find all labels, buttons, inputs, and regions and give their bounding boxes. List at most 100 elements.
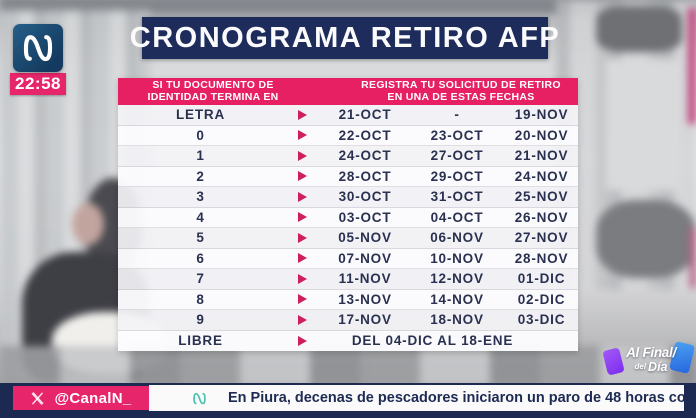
table-row: 1 24-OCT 27-OCT 21-NOV — [118, 146, 578, 167]
row-arrow-icon — [283, 171, 321, 182]
row-arrow-icon — [283, 314, 321, 325]
row-id: 5 — [196, 230, 205, 246]
header-right-column: REGISTRA TU SOLICITUD DE RETIRO EN UNA D… — [308, 78, 578, 103]
headline-bar: CRONOGRAMA RETIRO AFP — [130, 17, 559, 59]
bg-shape — [690, 228, 696, 288]
canal-n-ticker-icon — [191, 389, 208, 408]
date-cell: 22-OCT — [338, 127, 392, 143]
bg-shape — [688, 8, 696, 124]
canal-n-glyph — [23, 35, 53, 62]
row-arrow-icon — [283, 294, 321, 305]
row-id: LIBRE — [178, 333, 223, 349]
date-cell: 20-NOV — [514, 127, 569, 143]
table-row-libre: LIBRE DEL 04-DIC AL 18-ENE — [118, 330, 578, 351]
date-cell: 12-NOV — [430, 271, 484, 287]
program-bug: Al Final/ del Día — [600, 340, 696, 386]
row-id: 3 — [196, 189, 205, 205]
row-id: 4 — [196, 209, 205, 225]
table-row: 4 03-OCT 04-OCT 26-NOV — [118, 207, 578, 228]
row-arrow-icon — [283, 150, 321, 161]
date-cell: 07-NOV — [338, 250, 392, 266]
date-cell: 10-NOV — [430, 250, 484, 266]
afp-schedule-table: SI TU DOCUMENTO DE IDENTIDAD TERMINA EN … — [118, 78, 578, 351]
bg-shape — [596, 6, 682, 52]
date-cell: 05-NOV — [338, 230, 392, 246]
table-body: LETRA 21-OCT - 19-NOV 0 22-OCT 23-OCT 20… — [118, 105, 578, 351]
canal-n-glyph-small — [193, 392, 206, 404]
date-cell: 31-OCT — [430, 189, 484, 205]
date-cell: 04-OCT — [430, 209, 484, 225]
row-arrow-icon — [283, 273, 321, 284]
date-range-cell: DEL 04-DIC AL 18-ENE — [351, 333, 514, 349]
bg-shape — [0, 346, 696, 386]
date-cell: 29-OCT — [430, 168, 484, 184]
row-id: 1 — [196, 148, 205, 164]
table-row: 6 07-NOV 10-NOV 28-NOV — [118, 248, 578, 269]
date-cell: 21-OCT — [338, 107, 392, 123]
headline-title: CRONOGRAMA RETIRO AFP — [129, 21, 561, 54]
bug-line2-main: Día — [648, 359, 668, 374]
table-row: 3 30-OCT 31-OCT 25-NOV — [118, 187, 578, 208]
row-id: 8 — [196, 291, 205, 307]
x-twitter-icon — [31, 391, 45, 405]
header-right-line1: REGISTRA TU SOLICITUD DE RETIRO — [361, 78, 561, 91]
bg-shape — [596, 200, 696, 278]
date-cell: 17-NOV — [338, 312, 392, 328]
bug-line2-small: del — [634, 361, 647, 371]
row-arrow-icon — [283, 232, 321, 243]
bug-line1: Al Final/ — [626, 345, 676, 360]
row-arrow-icon — [283, 130, 321, 141]
date-cell: 02-DIC — [517, 291, 566, 307]
date-cell: 24-OCT — [338, 148, 392, 164]
bug-purple-tile-icon — [602, 347, 625, 376]
date-cell: 24-NOV — [514, 168, 569, 184]
row-arrow-icon — [283, 191, 321, 202]
date-cell: 03-DIC — [517, 312, 566, 328]
row-id: 7 — [196, 271, 205, 287]
canal-n-logo-icon — [13, 24, 63, 72]
date-cell: 26-NOV — [514, 209, 569, 225]
ticker-headline-strip: En Piura, decenas de pescadores iniciaro… — [149, 385, 684, 411]
table-row: 9 17-NOV 18-NOV 03-DIC — [118, 310, 578, 331]
table-row: 0 22-OCT 23-OCT 20-NOV — [118, 125, 578, 146]
date-cell: 27-OCT — [430, 148, 484, 164]
date-cell: - — [454, 107, 460, 123]
table-row: LETRA 21-OCT - 19-NOV — [118, 105, 578, 126]
program-bug-text: Al Final/ del Día — [624, 346, 678, 373]
date-cell: 19-NOV — [514, 107, 569, 123]
clock-badge: 22:58 — [10, 73, 66, 95]
table-header: SI TU DOCUMENTO DE IDENTIDAD TERMINA EN … — [118, 78, 578, 105]
header-left-line2: IDENTIDAD TERMINA EN — [147, 90, 279, 103]
ticker-headline-text: En Piura, decenas de pescadores iniciaro… — [228, 390, 684, 406]
date-cell: 14-NOV — [430, 291, 484, 307]
header-right-line2: EN UNA DE ESTAS FECHAS — [387, 90, 535, 103]
date-cell: 28-NOV — [514, 250, 569, 266]
date-cell: 23-OCT — [430, 127, 484, 143]
row-arrow-icon — [283, 212, 321, 223]
bg-shape — [606, 60, 680, 190]
date-cell: 27-NOV — [514, 230, 569, 246]
date-cell: 03-OCT — [338, 209, 392, 225]
header-left-line1: SI TU DOCUMENTO DE — [152, 78, 274, 91]
news-ticker-bar: @CanalN_ En Piura, decenas de pescadores… — [0, 383, 696, 418]
row-arrow-icon — [283, 335, 321, 346]
date-cell: 06-NOV — [430, 230, 484, 246]
bg-shape — [0, 0, 696, 14]
social-handle-badge: @CanalN_ — [13, 386, 149, 410]
date-cell: 13-NOV — [338, 291, 392, 307]
table-row: 8 13-NOV 14-NOV 02-DIC — [118, 289, 578, 310]
date-cell: 21-NOV — [514, 148, 569, 164]
row-id: 6 — [196, 250, 205, 266]
row-id: LETRA — [176, 107, 225, 123]
table-row: 5 05-NOV 06-NOV 27-NOV — [118, 228, 578, 249]
date-cell: 28-OCT — [338, 168, 392, 184]
date-cell: 18-NOV — [430, 312, 484, 328]
header-left-column: SI TU DOCUMENTO DE IDENTIDAD TERMINA EN — [118, 78, 308, 103]
channel-brand: 22:58 — [10, 24, 66, 95]
bg-shape — [72, 203, 104, 245]
row-id: 0 — [196, 127, 205, 143]
date-cell: 25-NOV — [514, 189, 569, 205]
date-cell: 01-DIC — [517, 271, 566, 287]
row-id: 9 — [196, 312, 205, 328]
